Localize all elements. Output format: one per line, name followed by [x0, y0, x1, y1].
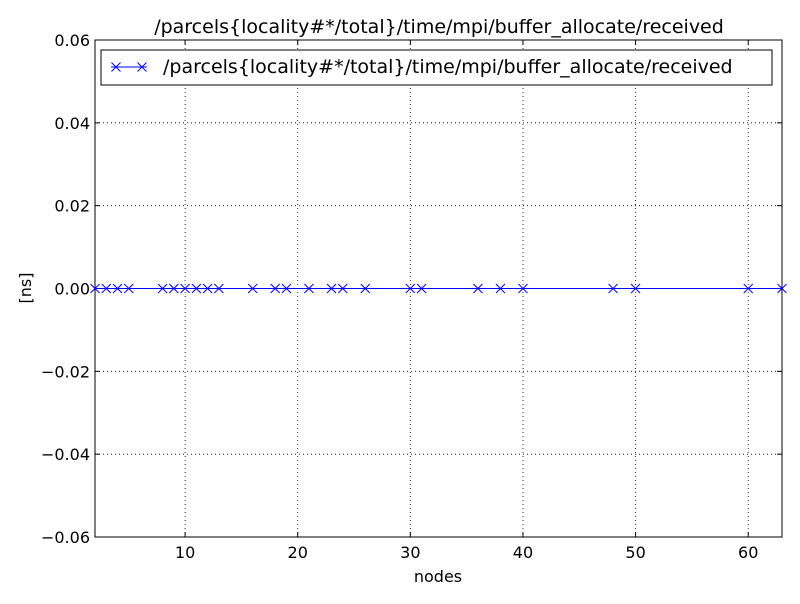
data-point-marker: [247, 283, 258, 294]
y-tick-label: 0.00: [54, 280, 90, 299]
data-point-marker: [743, 283, 754, 294]
data-point-marker: [180, 283, 190, 294]
legend: /parcels{locality#*/total}/time/mpi/buff…: [100, 49, 773, 86]
y-tick-label: 0.06: [54, 31, 90, 50]
y-tick-label: 0.04: [54, 114, 90, 133]
data-point-marker: [405, 283, 416, 294]
data-point-marker: [495, 283, 506, 294]
y-axis-label: [ns]: [16, 273, 35, 304]
data-point-marker: [777, 283, 787, 294]
x-tick-label: 30: [400, 543, 420, 562]
data-point-marker: [630, 283, 641, 294]
x-axis-label: nodes: [414, 567, 462, 586]
x-tick-label: 20: [288, 543, 308, 562]
legend-label: /parcels{locality#*/total}/time/mpi/buff…: [163, 56, 733, 78]
data-point-marker: [101, 283, 112, 294]
data-point-marker: [157, 283, 168, 294]
y-tick-label: −0.06: [41, 528, 90, 547]
x-tick-label: 10: [175, 543, 195, 562]
data-point-marker: [270, 283, 281, 294]
legend-marker: [111, 62, 147, 72]
x-tick-label: 50: [625, 543, 645, 562]
tick-labels: 10 20 30 40 50 60 −0.06 −0.04 −0.02 0.00 0.02 0.04 0…: [41, 31, 758, 562]
data-point-marker: [123, 283, 134, 294]
legend-marker-x: [137, 62, 147, 72]
data-point-marker: [473, 283, 483, 294]
data-point-marker: [214, 283, 224, 294]
y-tick-label: 0.02: [54, 197, 90, 216]
data-point-marker: [360, 283, 371, 294]
data-point-marker: [112, 283, 123, 294]
data-point-marker: [304, 283, 314, 294]
data-point-marker: [168, 283, 179, 294]
chart-title: /parcels{locality#*/total}/time/mpi/buff…: [154, 16, 724, 38]
data-point-marker: [326, 283, 337, 294]
data-point-marker: [281, 283, 292, 294]
data-point-marker: [191, 283, 202, 294]
data-point-marker: [518, 283, 528, 294]
legend-marker-x: [111, 62, 121, 72]
series-layer: [90, 283, 787, 294]
y-tick-label: −0.04: [41, 445, 90, 464]
x-tick-label: 60: [738, 543, 758, 562]
y-tick-label: −0.02: [41, 362, 90, 381]
data-point-marker: [608, 283, 618, 294]
x-tick-label: 40: [513, 543, 533, 562]
data-point-marker: [202, 283, 213, 294]
legend-box: [100, 49, 773, 86]
data-point-marker: [416, 283, 427, 294]
data-point-marker: [337, 283, 348, 294]
data-point-marker: [90, 283, 100, 294]
